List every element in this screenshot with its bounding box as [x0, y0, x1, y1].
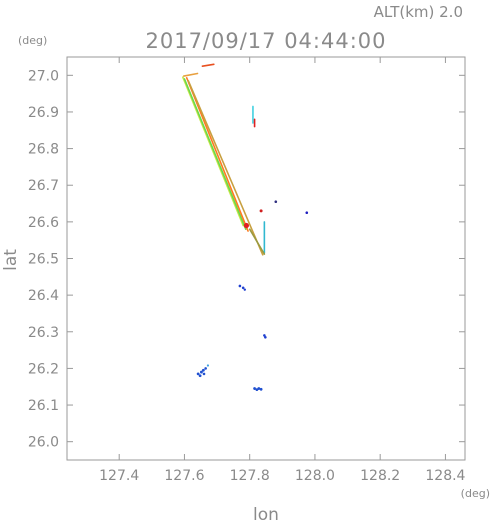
y-tick-label: 26.6 [28, 215, 59, 231]
plot-frame [66, 56, 466, 461]
x-tick-label: 128.0 [295, 468, 335, 484]
data-point [206, 364, 210, 367]
x-axis-ticks: 127.4 127.6 127.8 128.0 128.2 128.4 [99, 57, 466, 484]
data-point [264, 335, 267, 339]
data-point [198, 374, 202, 378]
data-trace-segment [183, 78, 247, 230]
x-tick-label: 127.6 [164, 468, 204, 484]
y-tick-label: 26.7 [28, 178, 59, 194]
data-point [243, 288, 246, 291]
y-axis-label: lat [1, 249, 21, 271]
x-tick-label: 128.2 [360, 468, 400, 484]
data-point [243, 222, 250, 229]
y-tick-label: 26.5 [28, 252, 59, 268]
data-trace-segment [185, 77, 249, 232]
y-tick-label: 26.8 [28, 142, 59, 158]
x-tick-label: 127.4 [99, 468, 139, 484]
data-point [241, 286, 245, 290]
data-point [257, 387, 261, 390]
x-axis-label: lon [253, 505, 279, 521]
y-tick-label: 26.4 [28, 288, 59, 304]
data-point [200, 370, 203, 374]
y-tick-label: 26.0 [28, 435, 59, 451]
data-point [259, 387, 263, 391]
data-point [196, 372, 200, 376]
data-point [204, 367, 207, 370]
data-marks [182, 63, 309, 392]
data-point [259, 209, 263, 213]
data-trace-segment [248, 228, 266, 255]
data-trace-segment [187, 80, 264, 256]
data-point [274, 200, 278, 204]
data-point [201, 368, 205, 372]
x-tick-label: 127.8 [230, 468, 270, 484]
chart-title-datetime: 2017/09/17 04:44:00 [145, 29, 386, 53]
data-point [305, 211, 309, 215]
y-tick-label: 26.1 [28, 398, 59, 414]
y-unit-label: (deg) [18, 34, 47, 47]
y-tick-label: 26.3 [28, 325, 59, 341]
x-tick-label: 128.4 [425, 468, 465, 484]
y-tick-label: 26.2 [28, 361, 59, 377]
altitude-label: ALT(km) 2.0 [374, 3, 463, 21]
y-tick-label: 27.0 [28, 68, 59, 84]
x-unit-label: (deg) [461, 487, 490, 500]
data-trace-segment [201, 63, 215, 67]
data-point [238, 284, 242, 288]
data-trace-segment [182, 72, 199, 77]
y-axis-ticks: 26.0 26.1 26.2 26.3 26.4 26.5 26.6 26.7 26.8 26.9… [28, 68, 465, 451]
data-point [253, 387, 256, 390]
data-point [202, 372, 206, 376]
y-tick-label: 26.9 [28, 105, 59, 121]
data-trace-segment [182, 76, 244, 227]
